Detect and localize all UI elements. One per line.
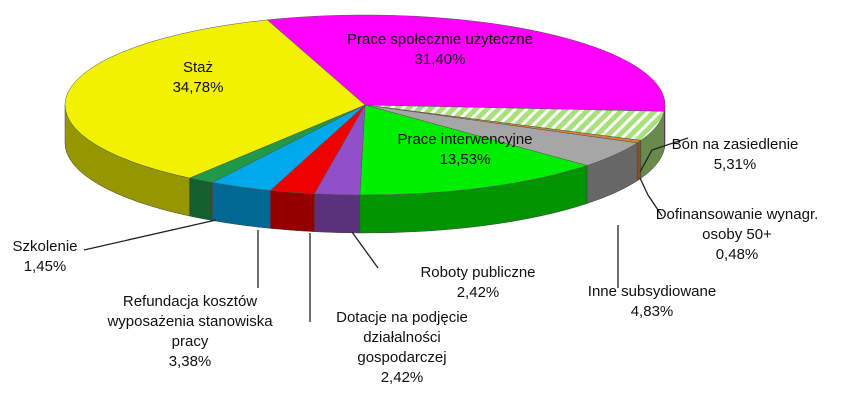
data-label: Roboty publiczne 2,42%	[398, 263, 558, 303]
category-label: Roboty publiczne	[420, 264, 536, 281]
leader-line	[351, 231, 379, 269]
value-label: 31,40%	[414, 51, 466, 68]
data-label: Prace interwencyjne 13,53%	[365, 130, 565, 170]
value-label: 2,42%	[380, 369, 424, 386]
leader-line	[639, 137, 689, 173]
category-label: Prace interwencyjne	[397, 131, 533, 148]
value-label: 34,78%	[172, 79, 224, 96]
value-label: 3,38%	[168, 353, 212, 370]
category-label: Refundacja kosztów wyposażenia stanowisk…	[107, 293, 273, 350]
slice-side	[314, 193, 361, 234]
data-label: Prace społecznie użyteczne 31,40%	[310, 30, 570, 70]
slices	[64, 14, 666, 234]
category-label: Dotacje na podjęcie działalności gospoda…	[336, 309, 468, 366]
slice-side	[636, 139, 642, 182]
category-label: Staż	[182, 59, 213, 76]
category-label: Szkolenie	[12, 238, 78, 255]
slice	[266, 14, 666, 112]
value-label: 5,31%	[713, 156, 757, 173]
value-label: 0,48%	[715, 246, 759, 263]
slice	[359, 104, 588, 196]
value-label: 2,42%	[456, 284, 500, 301]
category-label: Bon na zasiedlenie	[671, 136, 799, 153]
leader-line	[639, 177, 663, 217]
value-label: 13,53%	[439, 151, 491, 168]
category-label: Dofinansowanie wynagr. osoby 50+	[655, 206, 819, 243]
data-label: Dotacje na podjęcie działalności gospoda…	[317, 308, 487, 388]
data-label: Refundacja kosztów wyposażenia stanowisk…	[95, 292, 285, 372]
category-label: Prace społecznie użyteczne	[347, 31, 533, 48]
leader-line	[83, 219, 217, 251]
data-label: Staż 34,78%	[153, 58, 243, 98]
data-label: Bon na zasiedlenie 5,31%	[655, 135, 815, 175]
data-label: Dofinansowanie wynagr. osoby 50+ 0,48%	[652, 205, 822, 265]
slice	[64, 19, 366, 179]
leader-lines	[83, 137, 689, 322]
slice-side	[189, 177, 213, 221]
value-label: 1,45%	[23, 258, 67, 275]
data-label: Szkolenie 1,45%	[0, 237, 90, 277]
category-label: Inne subsydiowane	[587, 283, 717, 300]
value-label: 4,83%	[630, 303, 674, 320]
slice-side	[270, 190, 315, 232]
data-label: Inne subsydiowane 4,83%	[562, 282, 742, 322]
